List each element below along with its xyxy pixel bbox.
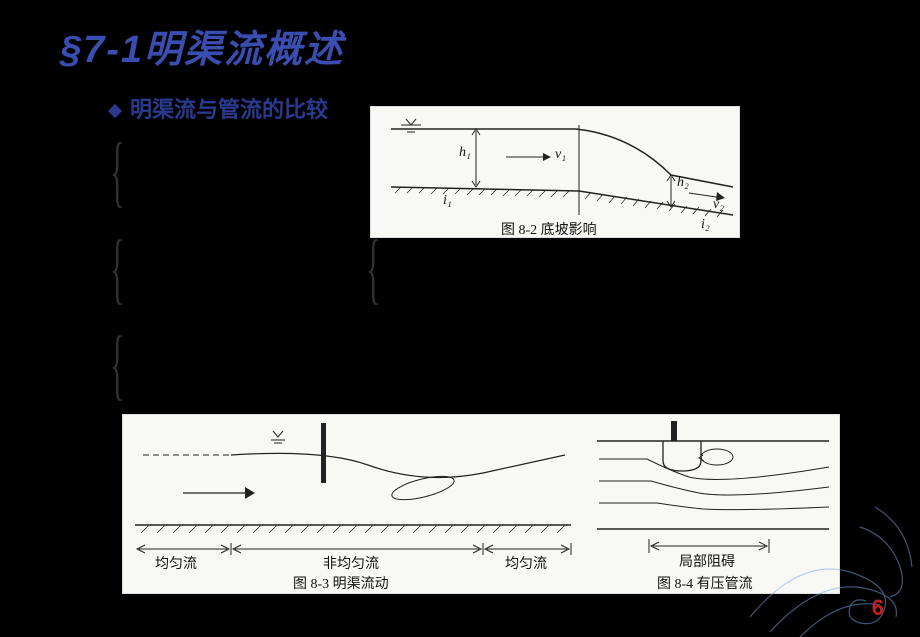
brace-icon: {: [110, 228, 124, 307]
fig1-h2: h₂: [677, 175, 689, 191]
fig1-v1: v₁: [555, 147, 566, 163]
fig2-zone1: 均匀流: [155, 553, 197, 573]
subtitle-text: 明渠流与管流的比较: [130, 97, 328, 122]
slide-subtitle: 明渠流与管流的比较: [110, 92, 328, 124]
fig2-right-zone: 局部阻碍: [679, 551, 735, 571]
fig1-caption: 图 8-2 底坡影响: [501, 219, 597, 239]
fig2-zone3: 均匀流: [505, 553, 547, 573]
bullet-diamond-icon: [108, 104, 122, 118]
fig2-left-caption: 图 8-3 明渠流动: [293, 573, 389, 593]
brace-icon: {: [110, 131, 124, 210]
figure-8-2: h₁ v₁ i₁ h₂ v₂ i₂ 图 8-2 底坡影响: [370, 106, 740, 238]
decorative-swirl-icon: [740, 477, 920, 637]
fig1-i1: i₁: [443, 193, 452, 209]
body-line-2: 管流局部影响区域较小: [122, 374, 332, 403]
slide-title: §7-1明渠流概述: [60, 18, 344, 73]
page-number: 6: [872, 595, 884, 621]
slide: §7-1明渠流概述 明渠流与管流的比较 { { { { 明渠局部边界变化影响长 …: [0, 0, 920, 637]
figure-8-3-4: 均匀流 非均匀流 均匀流 图 8-3 明渠流动 局部阻碍 图 8-4 有压管流: [122, 414, 840, 594]
fig1-v2: v₂: [713, 197, 724, 213]
fig1-i2: i₂: [701, 217, 710, 233]
brace-icon: {: [366, 228, 380, 307]
fig2-right-caption: 图 8-4 有压管流: [657, 573, 753, 593]
body-line-1: 明渠局部边界变化影响长: [122, 338, 353, 367]
fig2-zone2: 非均匀流: [323, 553, 379, 573]
fig1-h1: h₁: [459, 145, 471, 161]
